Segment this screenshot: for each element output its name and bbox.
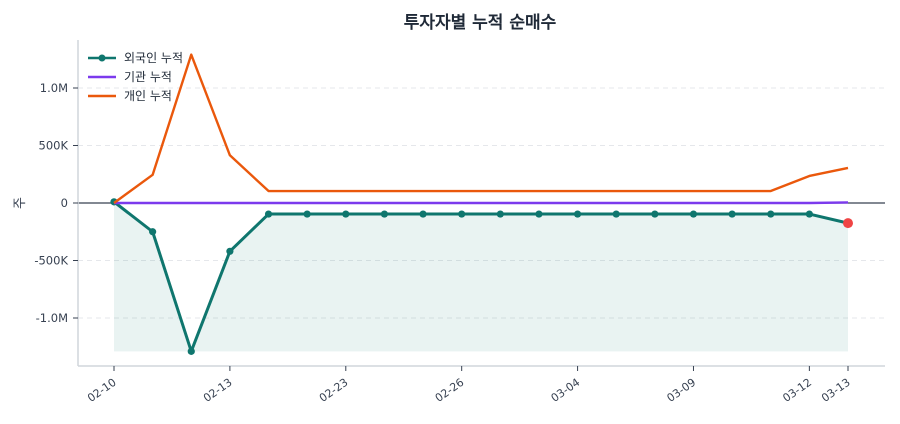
legend-marker (98, 54, 106, 62)
x-tick-label: 02-23 (317, 376, 351, 405)
y-ticks: 1.0M 500K 0 -500K -1.0M (34, 81, 78, 325)
point-marker (458, 210, 466, 218)
x-tick-label: 03-12 (780, 376, 814, 405)
x-tick-label: 03-04 (549, 376, 583, 405)
x-tick-label: 02-26 (433, 376, 467, 405)
y-tick-label: 500K (39, 139, 69, 153)
legend-label: 외국인 누적 (124, 51, 183, 65)
point-marker (264, 210, 273, 218)
point-marker (226, 247, 234, 255)
series-line (114, 201, 849, 205)
point-marker (187, 347, 195, 355)
x-tick-label: 03-09 (665, 376, 699, 405)
point-marker (689, 210, 698, 218)
x-tick-label: 03-13 (819, 376, 853, 405)
y-tick-label: -500K (34, 254, 68, 268)
legend-label: 개인 누적 (124, 89, 172, 103)
chart-title: 투자자별 누적 순매수 (404, 13, 557, 33)
point-marker (728, 210, 736, 218)
point-marker (380, 210, 389, 218)
y-axis-label: 주 (13, 197, 28, 209)
point-marker (149, 228, 157, 236)
x-tick-label: 02-13 (201, 376, 235, 405)
legend-label: 기관 누적 (124, 70, 172, 84)
point-marker (303, 210, 311, 218)
last-point-marker (843, 218, 853, 229)
point-marker (612, 210, 620, 218)
point-marker (496, 210, 504, 218)
series-lines (110, 53, 853, 355)
foreign-area-fill (114, 201, 848, 352)
y-tick-label: 0 (61, 196, 68, 210)
area-fill (114, 201, 848, 352)
point-marker (651, 210, 659, 218)
y-tick-label: -1.0M (36, 311, 68, 325)
series-line (113, 200, 849, 353)
point-marker (535, 210, 543, 218)
x-tick-label: 02-10 (85, 376, 119, 405)
point-marker (419, 210, 427, 218)
point-marker (342, 210, 350, 218)
point-marker (767, 210, 775, 218)
point-marker (805, 210, 813, 218)
series-line (113, 53, 849, 204)
x-ticks: 02-10 02-13 02-23 02-26 03-04 03-09 03-12 03-13 (85, 366, 853, 405)
point-marker (573, 210, 582, 218)
y-tick-label: 1.0M (40, 81, 68, 95)
